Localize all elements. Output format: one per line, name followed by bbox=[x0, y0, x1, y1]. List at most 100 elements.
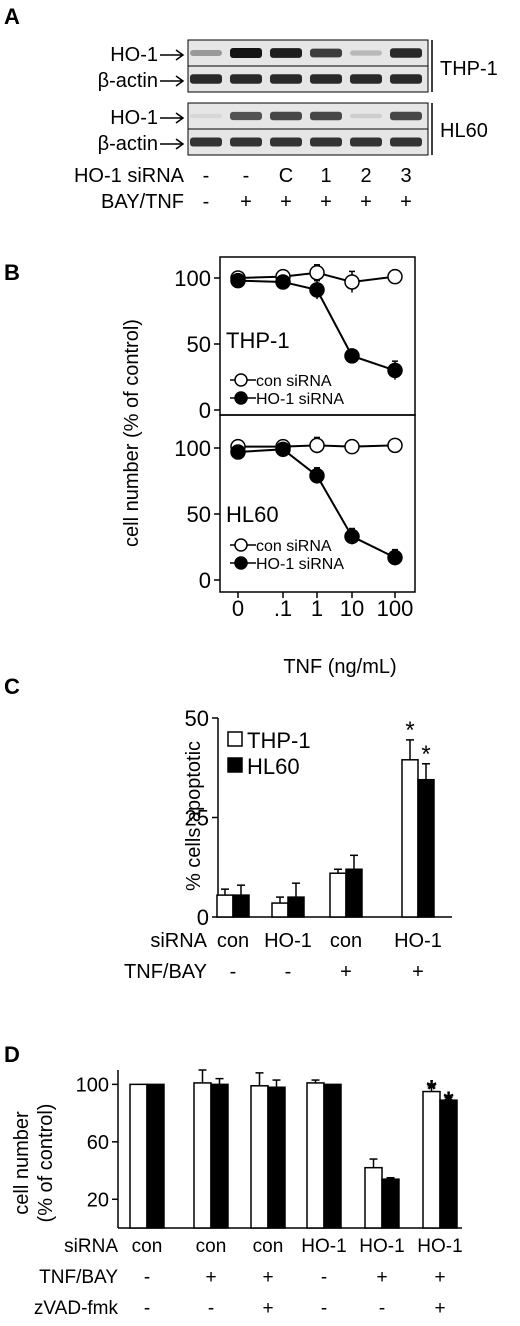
blot-band bbox=[390, 74, 422, 84]
y-tick-label: 20 bbox=[87, 1189, 109, 1211]
sirna-condition-mark: - bbox=[203, 165, 210, 187]
bay-tnf-condition-mark: + bbox=[320, 191, 332, 213]
panel-label-c: C bbox=[4, 674, 20, 699]
data-point bbox=[309, 437, 325, 454]
bar bbox=[267, 1086, 286, 1229]
panel-d-row-label-sirna: siRNA bbox=[64, 1236, 118, 1257]
bar bbox=[401, 759, 419, 918]
bar bbox=[364, 1166, 383, 1229]
blot-band bbox=[270, 137, 302, 147]
tnf-bay-condition-mark: - bbox=[144, 1267, 150, 1288]
cell-line-label: HL60 bbox=[226, 502, 279, 527]
legend-label: THP-1 bbox=[247, 728, 311, 753]
data-point bbox=[309, 264, 325, 281]
blot-band bbox=[350, 50, 382, 56]
zvad-condition-mark: - bbox=[379, 1298, 385, 1319]
panel-label-b: B bbox=[4, 260, 20, 285]
panel-label-d: D bbox=[4, 1042, 20, 1067]
data-point bbox=[275, 274, 291, 290]
panel-d-row-label-zvad: zVAD-fmk bbox=[34, 1298, 119, 1319]
panel-c-row-label-tnf-bay: TNF/BAY bbox=[124, 961, 207, 983]
zvad-condition-mark: + bbox=[262, 1298, 273, 1319]
tnf-bay-condition-mark: - bbox=[230, 961, 237, 983]
sirna-condition-mark: HO-1 bbox=[359, 1236, 404, 1257]
tnf-bay-condition-mark: + bbox=[412, 961, 424, 983]
bar bbox=[271, 902, 289, 918]
data-point bbox=[387, 362, 403, 379]
sirna-condition-mark: 1 bbox=[320, 165, 331, 187]
blot-band bbox=[230, 48, 262, 58]
data-point bbox=[344, 348, 360, 364]
bar bbox=[345, 868, 363, 918]
protein-label-actin-hl60: β-actin bbox=[98, 133, 158, 155]
sirna-condition-mark: 3 bbox=[400, 165, 411, 187]
protein-label-actin-thp1: β-actin bbox=[98, 70, 158, 92]
legend-label: HO-1 siRNA bbox=[256, 556, 344, 573]
blot-band bbox=[310, 48, 342, 58]
blot-band bbox=[350, 74, 382, 84]
bar bbox=[216, 894, 234, 918]
significance-marker: * bbox=[426, 1074, 437, 1104]
bar bbox=[422, 1090, 441, 1229]
sirna-condition-mark: con bbox=[196, 1236, 227, 1257]
zvad-condition-mark: + bbox=[434, 1298, 445, 1319]
panel-d-ylabel-line2: (% of control) bbox=[35, 1104, 57, 1223]
panel-d-condition-table: siRNA TNF/BAY zVAD-fmk con con con HO-1 HO-1… bbox=[34, 1236, 463, 1319]
data-point bbox=[275, 441, 291, 458]
y-tick-label: 25 bbox=[185, 806, 209, 831]
bay-tnf-condition-mark: + bbox=[280, 191, 292, 213]
data-point bbox=[309, 282, 325, 298]
bar bbox=[250, 1085, 269, 1229]
tnf-bay-condition-mark: + bbox=[340, 961, 352, 983]
panel-c-condition-table: siRNA TNF/BAY con HO-1 con HO-1 - - + + bbox=[124, 930, 442, 983]
data-point bbox=[230, 444, 246, 460]
bar bbox=[417, 778, 435, 918]
bay-tnf-condition-mark: + bbox=[360, 191, 372, 213]
cell-line-label: THP-1 bbox=[226, 328, 290, 353]
blot-band bbox=[230, 74, 262, 84]
panel-b-ylabel: cell number (% of control) bbox=[121, 319, 143, 547]
tnf-bay-condition-mark: - bbox=[321, 1267, 327, 1288]
blot-band bbox=[390, 111, 422, 121]
y-tick-label: 100 bbox=[174, 266, 211, 291]
bar bbox=[210, 1083, 229, 1229]
legend-marker bbox=[234, 373, 248, 387]
panel-d-ylabel-line1: cell number bbox=[11, 1111, 33, 1215]
bay-tnf-condition-mark: + bbox=[240, 191, 252, 213]
panel-a-protein-labels: HO-1 β-actin HO-1 β-actin bbox=[98, 44, 185, 155]
blot-band bbox=[270, 111, 302, 121]
sirna-condition-mark: - bbox=[243, 165, 250, 187]
data-point bbox=[387, 437, 403, 454]
legend-label: con siRNA bbox=[256, 373, 332, 390]
sirna-condition-mark: C bbox=[279, 165, 293, 187]
data-point bbox=[309, 467, 325, 484]
blot-band bbox=[190, 113, 222, 119]
tnf-bay-condition-mark: + bbox=[376, 1267, 387, 1288]
legend-marker bbox=[234, 538, 248, 552]
zvad-condition-mark: - bbox=[144, 1298, 150, 1319]
sirna-condition-mark: HO-1 bbox=[394, 930, 442, 952]
bar bbox=[439, 1099, 458, 1229]
x-tick-label: 1 bbox=[311, 596, 323, 621]
blot-band bbox=[390, 137, 422, 147]
bar bbox=[146, 1083, 165, 1229]
data-point bbox=[230, 272, 246, 289]
cell-line-label-hl60: HL60 bbox=[440, 120, 488, 142]
blot-band bbox=[270, 74, 302, 84]
row-label-bay-tnf: BAY/TNF bbox=[101, 191, 184, 213]
bar bbox=[287, 896, 305, 918]
bar bbox=[193, 1082, 212, 1229]
sirna-condition-mark: con bbox=[330, 930, 362, 952]
panel-c-row-label-sirna: siRNA bbox=[150, 930, 207, 952]
bar bbox=[323, 1083, 342, 1229]
tnf-bay-condition-mark: - bbox=[285, 961, 292, 983]
tnf-bay-condition-mark: + bbox=[434, 1267, 445, 1288]
y-tick-label: 50 bbox=[187, 502, 211, 527]
blot-band bbox=[270, 48, 302, 58]
row-label-ho1-sirna: HO-1 siRNA bbox=[74, 165, 185, 187]
x-tick-label: 100 bbox=[377, 596, 414, 621]
blot-band bbox=[190, 74, 222, 84]
panel-c-ylabel: % cells apoptotic bbox=[183, 741, 205, 891]
